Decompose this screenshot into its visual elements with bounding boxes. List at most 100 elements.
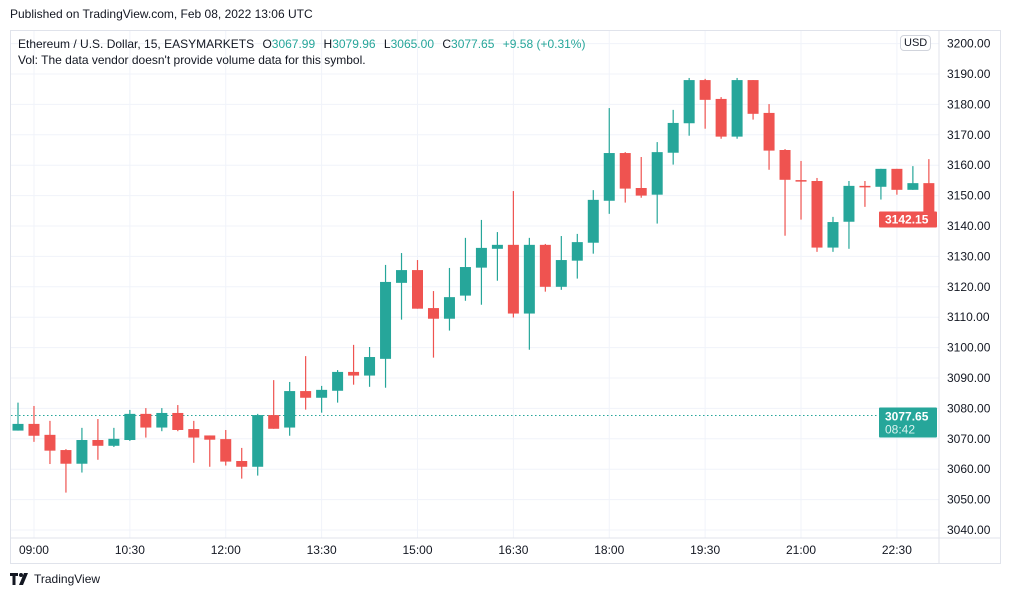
candle (172, 405, 184, 432)
candle-body (923, 183, 935, 220)
candle (140, 408, 152, 438)
candle-body (795, 180, 807, 182)
candle (427, 291, 439, 358)
candle (875, 168, 887, 200)
candle (108, 427, 120, 448)
candle (827, 216, 839, 252)
price-tick-label: 3050.00 (947, 493, 991, 507)
candle-body (827, 222, 839, 248)
symbol-title[interactable]: Ethereum / U.S. Dollar, 15, EASYMARKETS (18, 37, 255, 51)
candle-body (348, 371, 360, 376)
candle-body (28, 423, 40, 436)
candle (603, 108, 615, 214)
price-tick-label: 3080.00 (947, 401, 991, 415)
candle (731, 77, 743, 139)
time-tick-label: 16:30 (498, 543, 528, 557)
candle (763, 104, 775, 170)
price-tick-label: 3060.00 (947, 462, 991, 476)
candle-body (875, 168, 887, 187)
candle (491, 232, 503, 281)
candle-body (507, 244, 519, 314)
currency-badge[interactable]: USD (900, 35, 932, 51)
candle-body (763, 112, 775, 151)
tradingview-logo-icon (10, 573, 28, 585)
candle (364, 346, 376, 387)
candle-body (108, 438, 120, 446)
candle (651, 142, 663, 224)
price-tick-label: 3090.00 (947, 371, 991, 385)
candle (236, 447, 248, 479)
candle-body (332, 371, 344, 391)
last-price-tag (879, 211, 937, 228)
candle (619, 152, 631, 203)
candle (587, 190, 599, 254)
candle-body (699, 80, 711, 100)
last-price-label: 3142.15 (885, 212, 929, 226)
candle-body (747, 80, 759, 114)
time-tick-label: 18:00 (594, 543, 624, 557)
candle (635, 156, 647, 198)
candle (507, 191, 519, 318)
candle-body (635, 188, 647, 196)
candle-body (220, 439, 232, 462)
candle (443, 267, 455, 331)
candle (907, 166, 919, 190)
candle-body (843, 185, 855, 222)
candle (396, 253, 408, 320)
candle-body (124, 413, 136, 441)
candle-body (156, 412, 168, 428)
close-label: C (442, 37, 452, 51)
candle-body (268, 415, 280, 429)
candle (124, 409, 136, 441)
candle-body (364, 357, 376, 376)
candle-body (475, 247, 487, 268)
candle-body (44, 434, 56, 451)
candle-body (252, 415, 264, 467)
footer-brand[interactable]: TradingView (10, 572, 100, 586)
chart-frame (10, 30, 1001, 564)
time-tick-label: 12:00 (211, 543, 241, 557)
candle (92, 419, 104, 460)
candle (795, 160, 807, 220)
price-tick-label: 3120.00 (947, 280, 991, 294)
candle-body (412, 270, 423, 309)
high-value: 3079.96 (332, 37, 376, 51)
price-tick-label: 3070.00 (947, 432, 991, 446)
candle-body (300, 391, 312, 398)
price-tick-label: 3140.00 (947, 219, 991, 233)
candle-body (459, 267, 471, 296)
time-tick-label: 09:00 (19, 543, 49, 557)
candle (28, 405, 40, 442)
candle-body (811, 181, 823, 248)
candle (412, 260, 423, 309)
candle-body (715, 98, 727, 137)
candle (204, 435, 216, 467)
candle (76, 427, 88, 473)
candle-body (316, 389, 328, 398)
candle (811, 177, 823, 252)
candle-body (491, 244, 503, 249)
candle-body (587, 199, 599, 243)
chart-legend: Ethereum / U.S. Dollar, 15, EASYMARKETS … (18, 36, 585, 68)
candle (715, 97, 727, 139)
candle-body (555, 260, 567, 287)
candle-body (92, 440, 104, 446)
close-value: 3077.65 (451, 37, 495, 51)
candle (348, 344, 360, 385)
candle-body (204, 435, 216, 440)
low-label: L (383, 37, 391, 51)
candle-body (76, 440, 88, 464)
candle (332, 370, 344, 403)
candle (220, 429, 232, 466)
time-tick-label: 13:30 (307, 543, 337, 557)
time-tick-label: 15:00 (402, 543, 432, 557)
candle (475, 219, 487, 305)
open-label: O (262, 37, 272, 51)
candle-body (443, 297, 455, 319)
ohlc-row: Ethereum / U.S. Dollar, 15, EASYMARKETS … (18, 36, 585, 52)
price-tick-label: 3130.00 (947, 249, 991, 263)
candle (747, 80, 759, 120)
candle (284, 381, 296, 436)
candle (252, 413, 264, 476)
